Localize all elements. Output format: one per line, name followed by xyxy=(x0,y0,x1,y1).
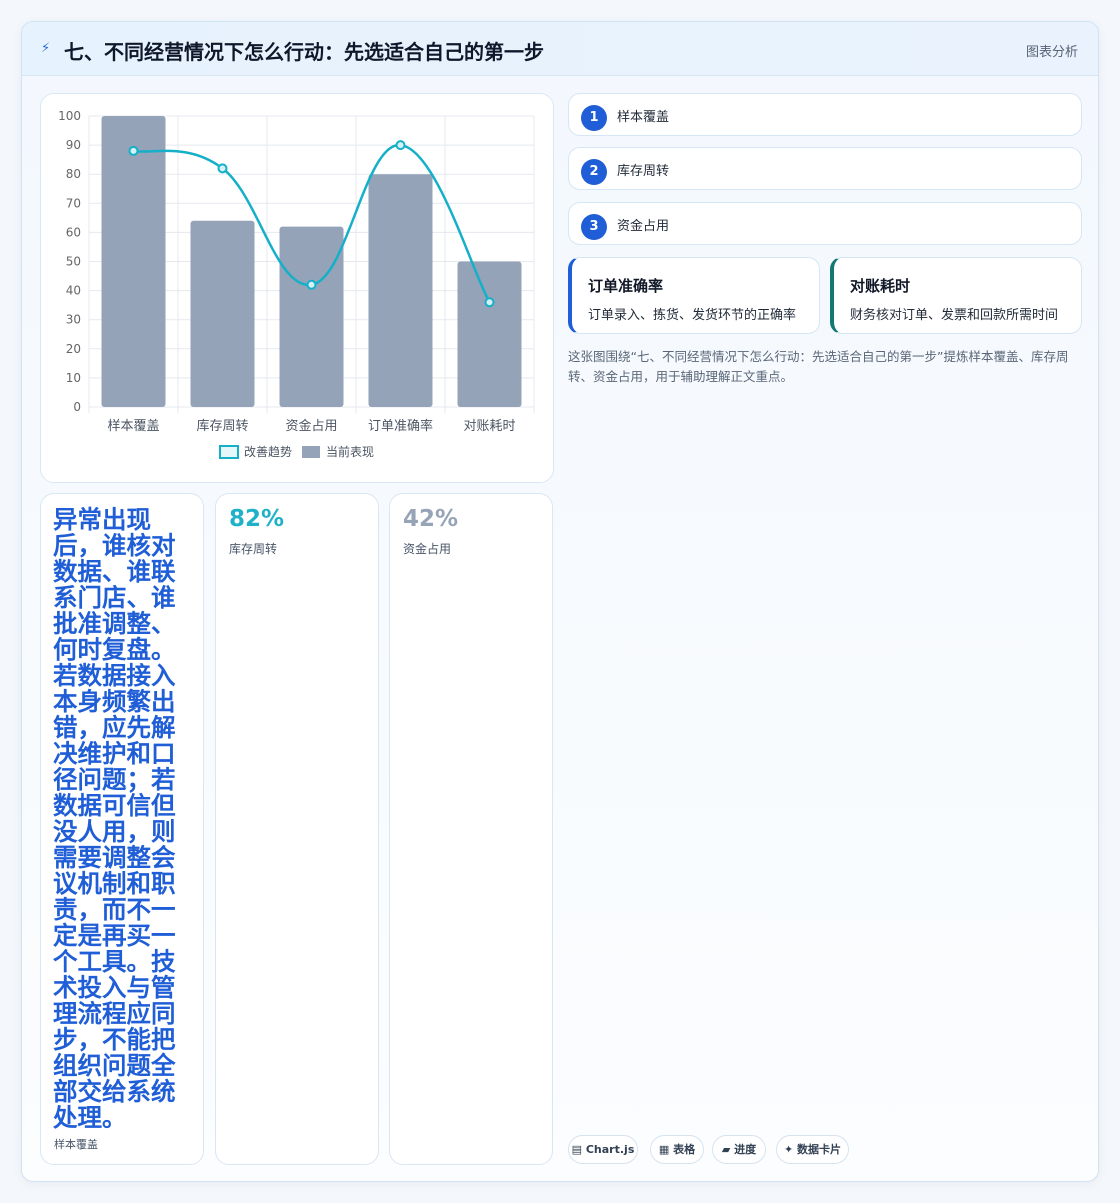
step-label: 资金占用 xyxy=(617,219,670,234)
step-item-2: 2 库存周转 xyxy=(568,147,1082,190)
stat-card-sample-coverage: 异常出现后，谁核对数据、谁联系门店、谁批准调整、何时复盘。若数据接入本身频繁出错… xyxy=(40,493,204,1165)
trend-point xyxy=(306,279,317,290)
chip-label: Chart.js xyxy=(585,1143,635,1156)
chip-chartjs[interactable]: ▤ Chart.js xyxy=(568,1135,638,1164)
analysis-card: ⚡ 七、不同经营情况下怎么行动：先选适合自己的第一步 图表分析 0 10 20 30 4… xyxy=(21,21,1099,1182)
y-tick-label: 50 xyxy=(66,255,81,269)
metric-card-reconciliation-time: 对账耗时 财务核对订单、发票和回款所需时间 xyxy=(830,257,1082,334)
card-header: ⚡ 七、不同经营情况下怎么行动：先选适合自己的第一步 图表分析 xyxy=(22,22,1098,76)
chip-label: 数据卡片 xyxy=(797,1143,842,1156)
step-number: 1 xyxy=(581,105,607,131)
chart-panel: 0 10 20 30 40 50 60 70 80 90 100 样本覆盖 库存周转 资金占用 订单准确率 对… xyxy=(40,93,554,483)
x-tick-label: 对账耗时 xyxy=(463,419,515,434)
x-tick-label: 库存周转 xyxy=(196,418,248,434)
metric-title: 订单准确率 xyxy=(588,277,664,295)
stat-value: 82% xyxy=(229,506,285,532)
metric-desc: 财务核对订单、发票和回款所需时间 xyxy=(850,308,1059,323)
stat-label: 库存周转 xyxy=(229,542,278,556)
lightning-icon: ⚡ xyxy=(41,41,51,56)
bar xyxy=(190,220,255,407)
step-item-3: 3 资金占用 xyxy=(568,202,1082,245)
x-tick-label: 资金占用 xyxy=(285,418,337,434)
x-tick-label: 订单准确率 xyxy=(368,418,433,434)
stat-value: 异常出现后，谁核对数据、谁联系门店、谁批准调整、何时复盘。若数据接入本身频繁出错… xyxy=(53,505,176,1132)
chip-table[interactable]: ▦ 表格 xyxy=(650,1135,704,1164)
bar xyxy=(279,226,344,407)
sparkle-icon: ✦ xyxy=(783,1143,794,1156)
metric-desc: 订单录入、拣货、发货环节的正确率 xyxy=(588,308,797,323)
table-icon: ▦ xyxy=(658,1143,670,1156)
legend-label-current: 当前表现 xyxy=(326,444,374,459)
step-number: 3 xyxy=(581,214,607,240)
chart-summary: 这张图围绕“七、不同经营情况下怎么行动：先选适合自己的第一步”提炼样本覆盖、库存… xyxy=(568,349,1069,384)
metric-title: 对账耗时 xyxy=(850,277,911,295)
metric-card-order-accuracy: 订单准确率 订单录入、拣货、发货环节的正确率 xyxy=(568,257,820,334)
trend-line xyxy=(133,143,491,303)
chip-progress[interactable]: ▰ 进度 xyxy=(712,1135,766,1164)
trend-point xyxy=(395,140,406,151)
progress-icon: ▰ xyxy=(721,1143,731,1156)
legend-swatch-current xyxy=(302,446,320,458)
bar xyxy=(457,261,522,407)
y-tick-label: 0 xyxy=(73,400,81,414)
chip-label: 表格 xyxy=(673,1143,696,1156)
stat-label: 样本覆盖 xyxy=(54,1138,98,1151)
page-title: 七、不同经营情况下怎么行动：先选适合自己的第一步 xyxy=(64,40,544,64)
y-tick-label: 30 xyxy=(66,313,81,327)
bar xyxy=(368,174,433,407)
stat-card-capital-occupation: 42% 资金占用 xyxy=(389,493,553,1165)
y-tick-label: 80 xyxy=(66,167,81,181)
step-item-1: 1 样本覆盖 xyxy=(568,93,1082,136)
trend-point xyxy=(484,297,495,308)
y-tick-label: 100 xyxy=(58,109,81,123)
trend-point xyxy=(128,145,139,156)
y-tick-label: 90 xyxy=(66,138,81,152)
trend-point xyxy=(217,163,228,174)
header-tag: 图表分析 xyxy=(1025,45,1078,60)
legend-swatch-trend xyxy=(219,445,239,459)
chart-icon: ▤ xyxy=(571,1143,583,1156)
x-tick-label: 样本覆盖 xyxy=(107,419,159,434)
y-tick-label: 40 xyxy=(66,284,81,298)
step-label: 样本覆盖 xyxy=(617,110,670,125)
stat-value: 42% xyxy=(403,506,459,532)
step-number: 2 xyxy=(581,159,607,185)
combo-chart: 0 10 20 30 40 50 60 70 80 90 100 样本覆盖 库存周转 资金占用 订单准确率 对… xyxy=(58,109,535,459)
y-tick-label: 70 xyxy=(66,196,81,210)
y-tick-label: 20 xyxy=(66,342,81,356)
stat-label: 资金占用 xyxy=(403,542,452,556)
stat-card-inventory-turnover: 82% 库存周转 xyxy=(215,493,379,1165)
chip-label: 进度 xyxy=(734,1143,757,1156)
y-tick-label: 10 xyxy=(66,371,81,385)
bar xyxy=(101,116,166,407)
step-label: 库存周转 xyxy=(617,164,670,179)
y-tick-label: 60 xyxy=(66,225,81,239)
chip-data-card[interactable]: ✦ 数据卡片 xyxy=(776,1135,849,1164)
legend-label-trend: 改善趋势 xyxy=(244,444,292,459)
